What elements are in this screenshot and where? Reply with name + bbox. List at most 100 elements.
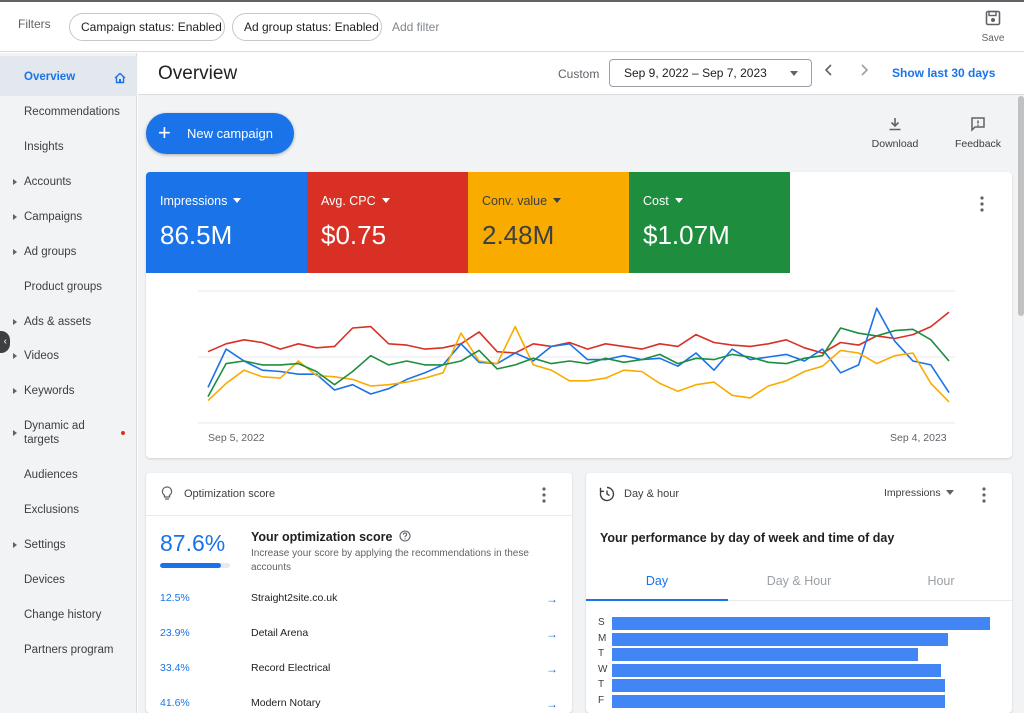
- sidebar-item-devices[interactable]: Devices: [0, 573, 137, 587]
- day-label: F: [598, 694, 605, 706]
- sidebar-item-keywords[interactable]: Keywords: [0, 384, 137, 398]
- arrow-right-icon[interactable]: →: [546, 627, 558, 641]
- caret-right-icon: [13, 319, 17, 325]
- chevron-right-icon: [861, 64, 869, 76]
- sidebar-item-label: Exclusions: [24, 504, 79, 516]
- list-item[interactable]: 33.4% Record Electrical →: [160, 662, 560, 678]
- series-line-impressions: [207, 307, 950, 395]
- optimization-score-bar: [160, 563, 230, 568]
- sidebar-item-ads-assets[interactable]: Ads & assets: [0, 315, 137, 329]
- caret-down-icon: [945, 490, 954, 495]
- arrow-right-icon[interactable]: →: [546, 662, 558, 676]
- sidebar-item-ad-groups[interactable]: Ad groups: [0, 245, 137, 259]
- optimization-more-options-button[interactable]: [542, 487, 546, 504]
- add-filter-button[interactable]: Add filter: [392, 20, 440, 34]
- metric-conv-value[interactable]: Conv. value 2.48M: [468, 172, 629, 273]
- caret-down-icon: [553, 198, 562, 203]
- account-name: Detail Arena: [251, 627, 309, 639]
- caret-right-icon: [13, 179, 17, 185]
- sidebar-item-campaigns[interactable]: Campaigns: [0, 210, 137, 224]
- new-campaign-label: New campaign: [187, 126, 273, 141]
- caret-right-icon: [13, 388, 17, 394]
- sidebar-item-label: Settings: [24, 539, 66, 551]
- chevron-down-icon: [790, 71, 798, 76]
- lightbulb-icon: [161, 486, 173, 500]
- sidebar-item-label: Insights: [24, 141, 64, 153]
- sidebar: Overview Recommendations Insights Accoun…: [0, 53, 137, 713]
- metric-avg-cpc[interactable]: Avg. CPC $0.75: [307, 172, 468, 273]
- metric-value: 86.5M: [160, 220, 233, 250]
- account-score: 12.5%: [160, 592, 190, 604]
- metric-selector[interactable]: Impressions: [884, 487, 954, 499]
- caret-down-icon: [674, 198, 683, 203]
- previous-period-button[interactable]: [823, 63, 835, 82]
- sidebar-item-accounts[interactable]: Accounts: [0, 175, 137, 189]
- metric-label: Impressions: [160, 194, 293, 208]
- sidebar-item-insights[interactable]: Insights: [0, 140, 137, 154]
- date-range-picker[interactable]: Sep 9, 2022 – Sep 7, 2023: [609, 59, 812, 87]
- filter-chip-ad-group-status[interactable]: Ad group status: Enabled: [232, 13, 382, 41]
- caret-down-icon: [381, 198, 390, 203]
- save-button[interactable]: Save: [975, 10, 1011, 44]
- sidebar-item-audiences[interactable]: Audiences: [0, 468, 137, 482]
- sidebar-item-videos[interactable]: Videos: [0, 349, 137, 363]
- day-hour-more-options-button[interactable]: [982, 487, 986, 504]
- download-button[interactable]: Download: [868, 116, 922, 150]
- sidebar-item-recommendations[interactable]: Recommendations: [0, 105, 137, 119]
- caret-right-icon: [13, 353, 17, 359]
- caret-right-icon: [13, 249, 17, 255]
- day-hour-card: Day & hour Impressions Your performance …: [586, 473, 1012, 713]
- x-axis-end-label: Sep 4, 2023: [890, 432, 947, 444]
- show-last-30-days-link[interactable]: Show last 30 days: [892, 66, 996, 80]
- scrollbar[interactable]: [1018, 96, 1024, 316]
- page-title: Overview: [158, 63, 238, 84]
- arrow-right-icon[interactable]: →: [546, 697, 558, 711]
- save-icon: [985, 10, 1001, 26]
- collapse-sidebar-button[interactable]: ‹: [0, 331, 10, 353]
- day-label: M: [598, 632, 607, 644]
- sidebar-item-overview[interactable]: Overview: [0, 56, 137, 96]
- day-bar: [612, 632, 949, 646]
- sidebar-item-dynamic-ad-targets[interactable]: Dynamic ad targets: [0, 419, 105, 447]
- arrow-right-icon[interactable]: →: [546, 592, 558, 606]
- tab-day[interactable]: Day: [645, 574, 669, 588]
- tab-hour[interactable]: Hour: [927, 574, 955, 588]
- home-icon: [114, 72, 126, 84]
- sidebar-item-partners-program[interactable]: Partners program: [0, 643, 137, 657]
- chart-more-options-button[interactable]: [980, 196, 984, 213]
- sidebar-item-label: Audiences: [24, 469, 78, 481]
- caret-right-icon: [13, 430, 17, 436]
- list-item[interactable]: 41.6% Modern Notary →: [160, 697, 560, 713]
- sidebar-item-label: Change history: [24, 609, 102, 621]
- sidebar-item-product-groups[interactable]: Product groups: [0, 280, 137, 294]
- sidebar-item-label: Product groups: [24, 281, 102, 293]
- active-tab-indicator: [586, 599, 728, 601]
- metric-cost[interactable]: Cost $1.07M: [629, 172, 790, 273]
- sidebar-item-label: Ads & assets: [24, 316, 92, 328]
- account-name: Record Electrical: [251, 662, 331, 674]
- more-vert-icon: [980, 196, 984, 212]
- day-label: T: [598, 679, 605, 690]
- date-range-value: Sep 9, 2022 – Sep 7, 2023: [624, 66, 767, 80]
- list-item[interactable]: 23.9% Detail Arena →: [160, 627, 560, 643]
- filter-chip-campaign-status[interactable]: Campaign status: Enabled: [69, 13, 225, 41]
- next-period-button[interactable]: [858, 63, 870, 82]
- metric-impressions[interactable]: Impressions 86.5M: [146, 172, 307, 273]
- sidebar-item-change-history[interactable]: Change history: [0, 608, 137, 622]
- tab-day-and-hour[interactable]: Day & Hour: [766, 574, 832, 588]
- sidebar-item-label: Videos: [24, 350, 59, 362]
- series-line-cost: [207, 327, 950, 397]
- list-item[interactable]: 12.5% Straight2site.co.uk →: [160, 592, 560, 608]
- feedback-button[interactable]: Feedback: [950, 116, 1006, 150]
- sidebar-item-exclusions[interactable]: Exclusions: [0, 503, 137, 517]
- optimization-score-bar-fill: [160, 563, 222, 568]
- account-name: Modern Notary: [251, 697, 321, 709]
- new-campaign-button[interactable]: + New campaign: [146, 113, 294, 154]
- date-range-type-label: Custom: [558, 67, 600, 81]
- save-label: Save: [981, 33, 1005, 44]
- account-name: Straight2site.co.uk: [251, 592, 338, 604]
- sidebar-item-label: Partners program: [24, 644, 114, 656]
- help-icon[interactable]: [399, 530, 411, 542]
- sidebar-item-settings[interactable]: Settings: [0, 538, 137, 552]
- sidebar-item-label: Devices: [24, 574, 65, 586]
